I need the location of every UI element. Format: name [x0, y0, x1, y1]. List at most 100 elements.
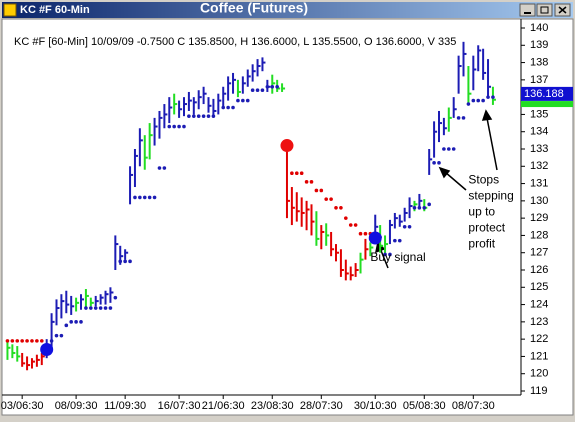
stop-dot	[128, 259, 132, 264]
stop-dot	[432, 161, 436, 165]
stop-dot	[294, 171, 299, 175]
stop-dot	[290, 171, 294, 175]
stop-dot	[182, 124, 186, 129]
x-tick-label: 08/07:30	[452, 400, 495, 412]
stop-dot	[437, 161, 441, 165]
stop-dot	[20, 339, 24, 343]
y-tick-label: 138	[530, 56, 548, 68]
y-tick-label: 133	[530, 143, 548, 155]
stop-dot	[15, 339, 20, 343]
annotation: Buy signal	[370, 250, 425, 264]
stop-dot	[162, 166, 167, 170]
window-icon	[3, 3, 17, 17]
marker-value	[521, 101, 573, 108]
stop-dot	[304, 180, 309, 184]
stop-dot	[113, 295, 118, 300]
y-tick-label: 119	[530, 385, 548, 397]
chart-title: Coffee (Futures)	[200, 0, 308, 16]
y-tick-label: 122	[530, 333, 548, 345]
stop-dot	[142, 195, 147, 200]
stop-dot	[221, 105, 226, 110]
stop-dot	[270, 84, 275, 89]
stop-dot	[275, 84, 279, 89]
last-value-label: 136.188	[524, 88, 564, 100]
x-tick-label: 05/08:30	[403, 400, 446, 412]
stop-dot	[451, 147, 456, 151]
stop-dot	[407, 224, 412, 229]
minimize-button[interactable]	[519, 3, 536, 17]
stop-dot	[329, 197, 333, 201]
stop-dot	[177, 124, 181, 129]
stop-dot	[486, 95, 490, 99]
x-tick-label: 30/10:30	[354, 400, 397, 412]
y-tick-label: 130	[530, 195, 548, 207]
window-buttons[interactable]	[519, 3, 571, 17]
stop-dot	[245, 98, 250, 103]
stop-dot	[118, 259, 123, 264]
stop-dot	[206, 114, 211, 118]
stop-dot	[69, 320, 74, 324]
stop-dot	[265, 84, 270, 89]
annotation: profit	[468, 236, 495, 250]
stop-dot	[422, 205, 427, 210]
y-tick-label: 126	[530, 264, 548, 276]
stop-dot	[123, 259, 127, 264]
stop-dot	[172, 124, 176, 129]
annotation: up to	[468, 204, 495, 218]
y-tick-label: 132	[530, 160, 548, 172]
stop-dot	[491, 95, 495, 99]
stop-dot	[363, 231, 368, 236]
stop-dot	[334, 205, 338, 210]
x-tick-label: 23/08:30	[251, 400, 294, 412]
stop-dot	[466, 102, 471, 106]
y-tick-label: 139	[530, 39, 548, 51]
signal-dot	[40, 343, 54, 357]
stop-dot	[187, 114, 191, 118]
stop-dot	[30, 339, 34, 343]
stop-dot	[388, 252, 392, 257]
stop-dot	[319, 188, 324, 193]
y-tick-label: 124	[530, 298, 548, 310]
stop-dot	[231, 105, 235, 110]
stop-dot	[456, 116, 461, 120]
stop-dot	[196, 114, 201, 118]
stop-dot	[442, 147, 446, 151]
stop-dot	[10, 339, 15, 343]
stop-dot	[314, 188, 319, 193]
stop-dot	[417, 205, 422, 210]
stop-dot	[481, 98, 485, 103]
stop-dot	[358, 231, 363, 236]
stop-dot	[25, 339, 29, 343]
signal-dot	[280, 139, 294, 153]
stop-dot	[49, 339, 54, 343]
annotation: stepping	[468, 188, 513, 202]
stop-dot	[236, 98, 240, 103]
y-tick-label: 127	[530, 247, 548, 259]
last-value-box	[521, 86, 573, 101]
stop-dot	[103, 306, 108, 310]
y-tick-label: 129	[530, 212, 548, 224]
stop-dot	[138, 195, 142, 200]
maximize-button[interactable]	[536, 3, 553, 17]
y-tick-label: 140	[530, 22, 548, 34]
title-bar	[2, 2, 573, 18]
stop-dot	[383, 252, 387, 257]
stop-dot	[152, 195, 157, 200]
stop-dot	[93, 306, 98, 310]
stop-dot	[353, 223, 358, 227]
annotation: Stops	[468, 172, 499, 186]
stop-dot	[147, 195, 152, 200]
y-tick-label: 135	[530, 108, 548, 120]
info-line: KC #F [60-Min] 10/09/09 -0.7500 C 135.85…	[14, 36, 456, 48]
window-caption: KC #F 60-Min	[20, 4, 90, 16]
x-tick-label: 03/06:30	[1, 400, 44, 412]
stop-dot	[324, 197, 329, 201]
stop-dot	[260, 88, 265, 93]
stop-dot	[79, 320, 83, 324]
stop-dot	[89, 306, 93, 310]
stop-dot	[108, 306, 113, 310]
y-tick-label: 123	[530, 316, 548, 328]
stop-dot	[39, 339, 44, 343]
stop-dot	[255, 88, 260, 93]
